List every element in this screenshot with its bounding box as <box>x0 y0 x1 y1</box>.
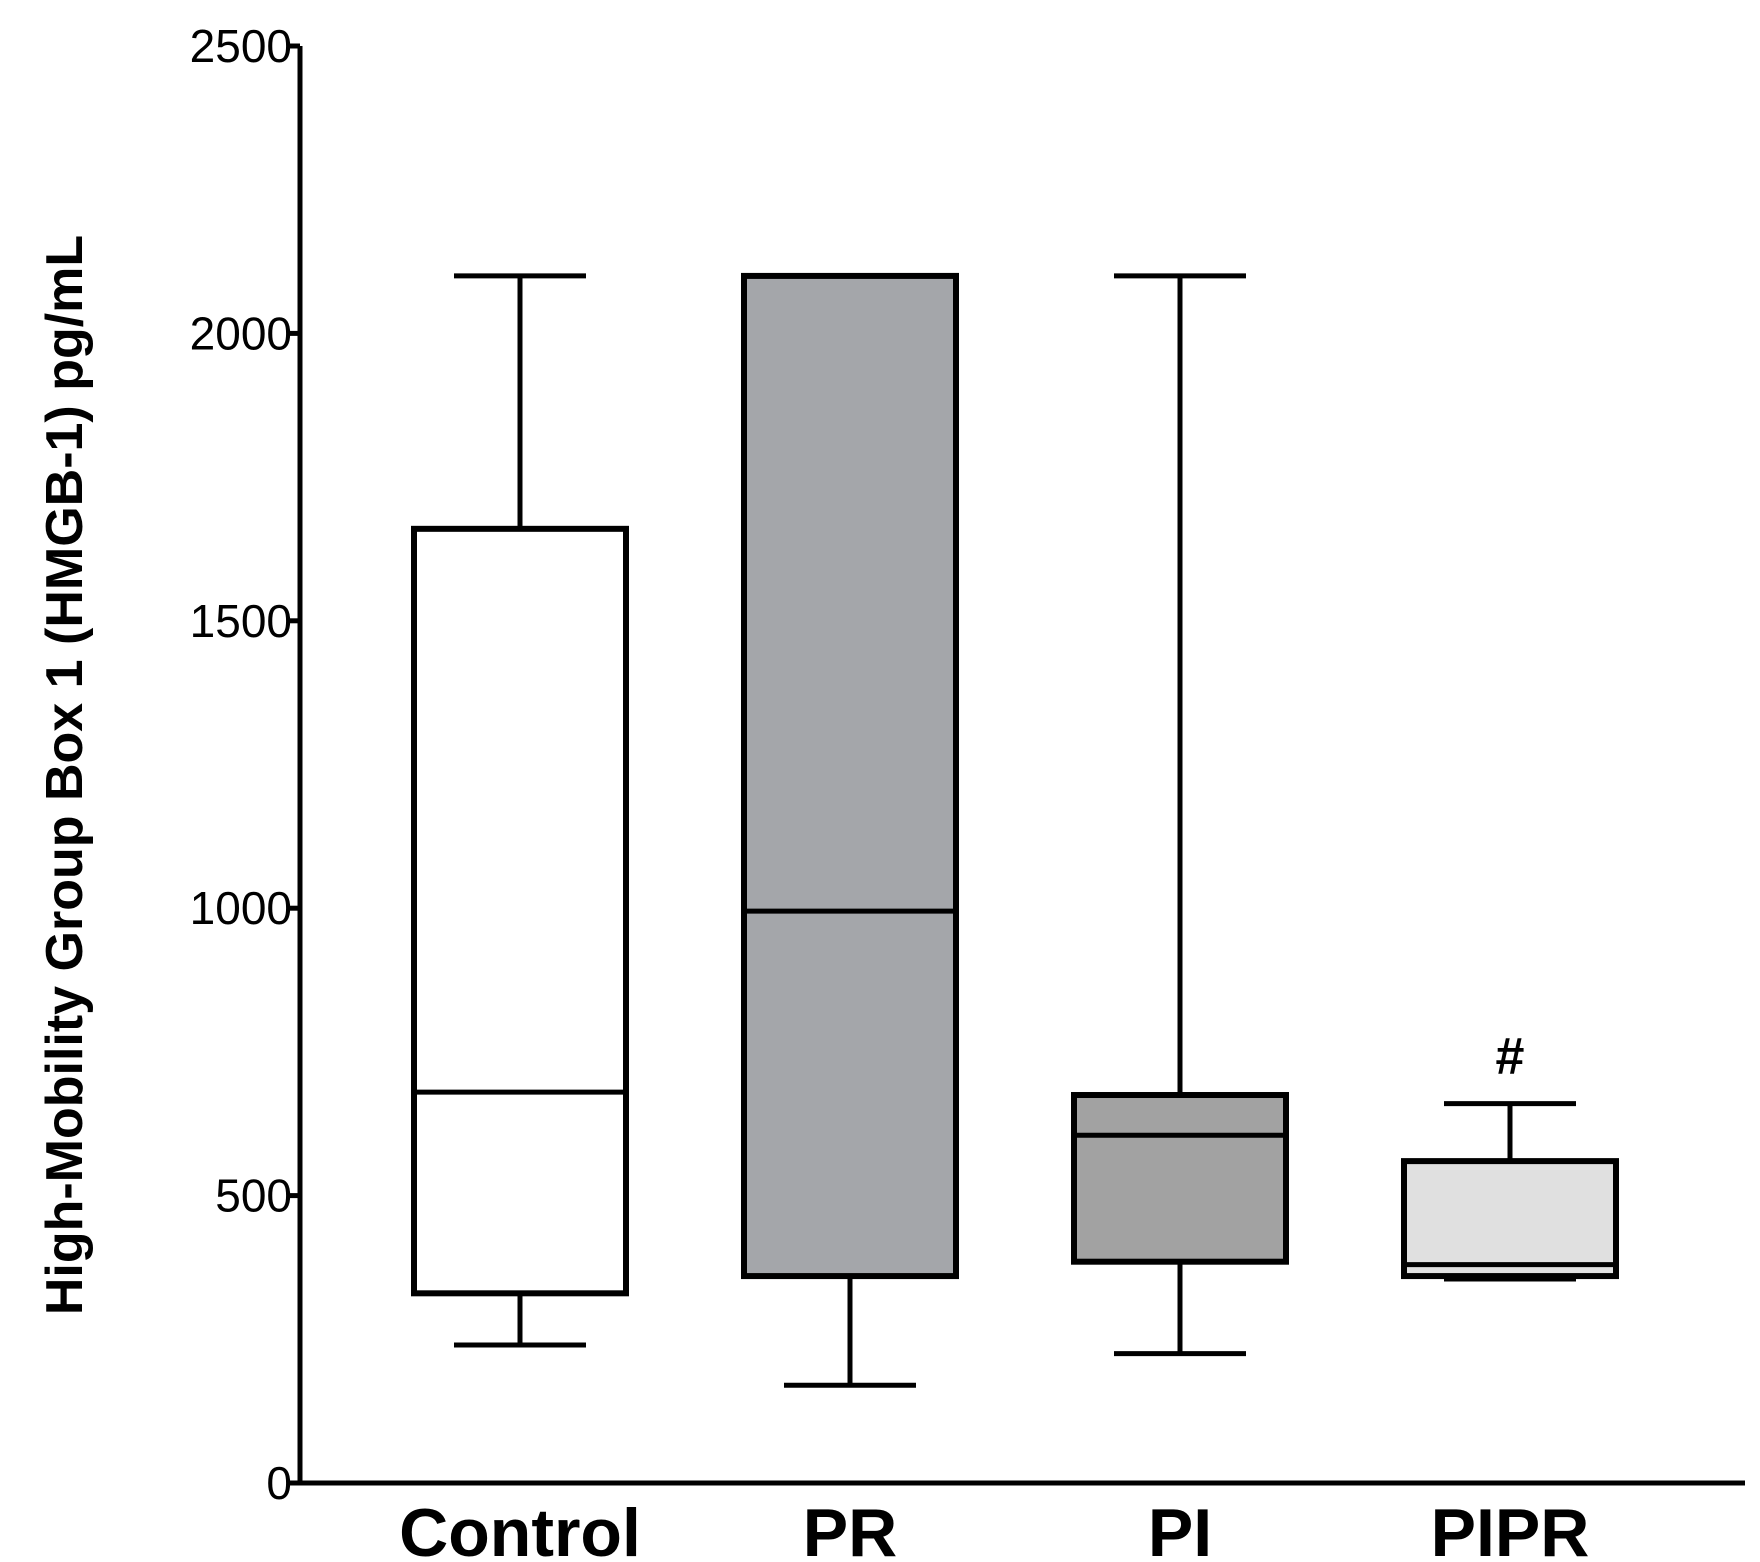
significance-annotation: # <box>1496 1028 1525 1086</box>
x-tick-label: PR <box>803 1495 897 1562</box>
box-iqr <box>741 272 959 1280</box>
y-tick-label: 0 <box>266 1457 292 1509</box>
box-pr <box>741 272 959 1388</box>
axes <box>288 43 1745 1486</box>
x-tick-label: Control <box>399 1495 641 1562</box>
boxes <box>411 272 1619 1388</box>
box-iqr <box>1071 1092 1289 1265</box>
box-pi <box>1071 273 1289 1357</box>
box-control <box>411 273 629 1348</box>
box-pipr <box>1401 1101 1619 1282</box>
y-tick-label: 500 <box>215 1170 292 1222</box>
y-axis-title: High-Mobility Group Box 1 (HMGB-1) pg/mL <box>36 235 94 1315</box>
y-tick-label: 2500 <box>190 20 292 72</box>
y-tick-label: 2000 <box>190 307 292 359</box>
y-tick-label: 1500 <box>190 595 292 647</box>
x-tick-label: PIPR <box>1431 1495 1590 1562</box>
labels: 0 500 1000 1500 2000 2500 Control PR PI # PIPR <box>190 20 1590 1562</box>
x-tick-label: PI <box>1148 1495 1212 1562</box>
box-iqr <box>1401 1158 1619 1280</box>
y-tick-label: 1000 <box>190 882 292 934</box>
box-iqr <box>411 525 629 1297</box>
